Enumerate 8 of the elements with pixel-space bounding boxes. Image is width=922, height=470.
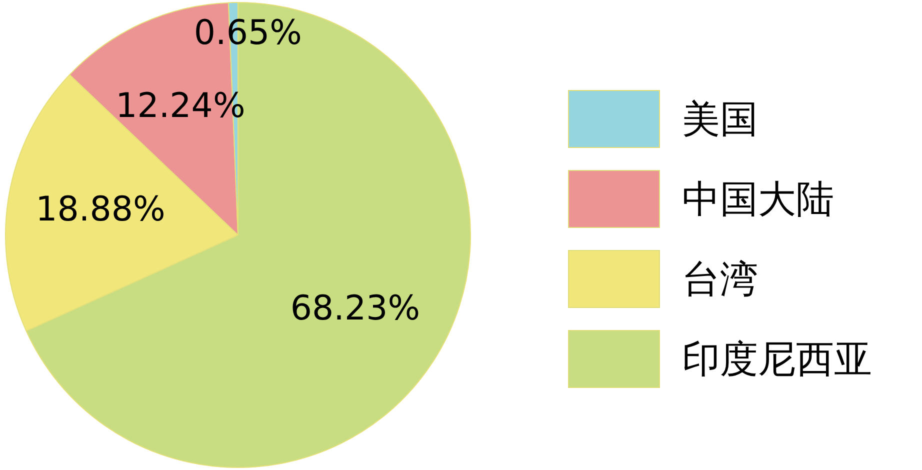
data-label: 0.65% [194,12,302,53]
data-label: 12.24% [116,86,246,126]
legend-label: 台湾 [682,256,758,302]
data-label: 68.23% [290,288,420,328]
data-label: 18.88% [36,190,166,230]
legend-label: 美国 [682,96,758,142]
legend-label: 印度尼西亚 [682,336,872,382]
legend-label: 中国大陆 [682,176,834,222]
